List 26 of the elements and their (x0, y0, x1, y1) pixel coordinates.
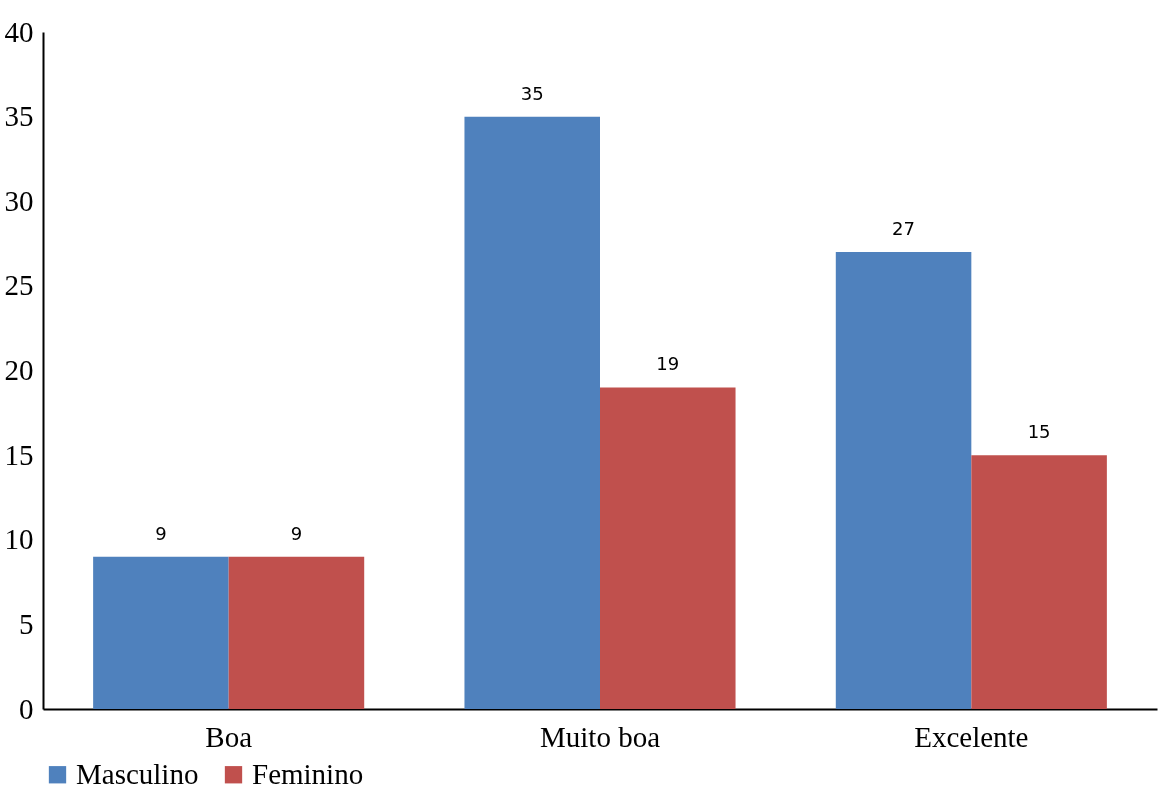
y-tick-label: 5 (19, 607, 34, 640)
y-tick-label: 30 (4, 184, 34, 217)
legend-label: Feminino (252, 757, 364, 790)
y-tick-label: 15 (4, 438, 34, 471)
data-label: 35 (520, 82, 544, 104)
data-label: 9 (290, 522, 303, 544)
data-label: 9 (155, 522, 167, 544)
bar (600, 387, 736, 709)
y-tick-label: 25 (4, 269, 34, 302)
x-tick-label: Excelente (914, 720, 1029, 753)
data-label: 27 (892, 218, 916, 240)
bar (835, 252, 972, 709)
legend-label: Masculino (76, 757, 199, 790)
y-tick-label: 0 (19, 692, 34, 725)
y-tick-label: 20 (4, 354, 34, 386)
y-tick-label: 35 (4, 100, 34, 133)
x-tick-label: Muito boa (539, 720, 661, 753)
bar (464, 116, 600, 709)
data-label: 15 (1027, 421, 1051, 443)
bar (228, 556, 365, 709)
bar (93, 556, 229, 709)
y-tick-label: 10 (4, 523, 34, 556)
y-tick-label: 40 (4, 15, 34, 48)
x-tick-label: Boa (205, 720, 253, 753)
data-label: 19 (656, 353, 680, 375)
bar (971, 455, 1107, 709)
